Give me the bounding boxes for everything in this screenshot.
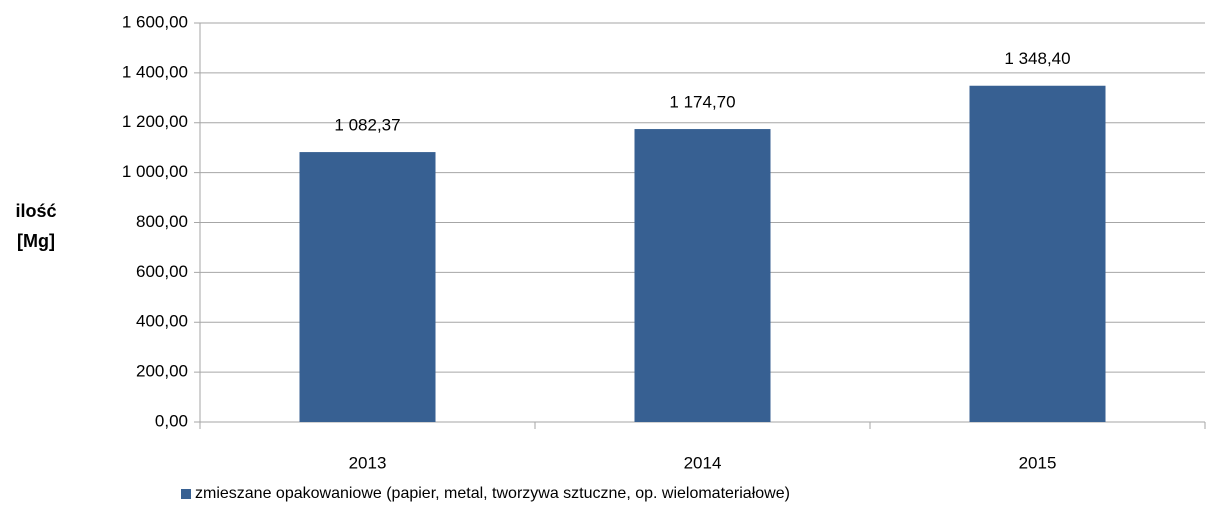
bar [299, 152, 436, 422]
legend-label: zmieszane opakowaniowe (papier, metal, t… [195, 485, 790, 502]
y-tick-label: 200,00 [136, 362, 188, 381]
y-tick-label: 800,00 [136, 212, 188, 231]
data-label: 1 174,70 [669, 93, 735, 112]
y-tick-label: 600,00 [136, 262, 188, 281]
y-tick-label: 0,00 [155, 411, 188, 430]
y-axis-label: ilość [Mg] [15, 201, 57, 251]
x-tick-label: 2014 [684, 453, 722, 472]
data-label: 1 348,40 [1004, 49, 1070, 68]
data-label: 1 082,37 [334, 116, 400, 135]
bar [634, 129, 771, 422]
x-tick-label: 2015 [1019, 453, 1057, 472]
legend-swatch [181, 489, 191, 499]
y-tick-label: 1 600,00 [122, 12, 188, 31]
x-tick-label: 2013 [349, 453, 387, 472]
y-tick-label: 1 000,00 [122, 162, 188, 181]
y-tick-label: 400,00 [136, 312, 188, 331]
bar [969, 85, 1106, 423]
y-tick-label: 1 400,00 [122, 62, 188, 81]
y-tick-label: 1 200,00 [122, 112, 188, 131]
